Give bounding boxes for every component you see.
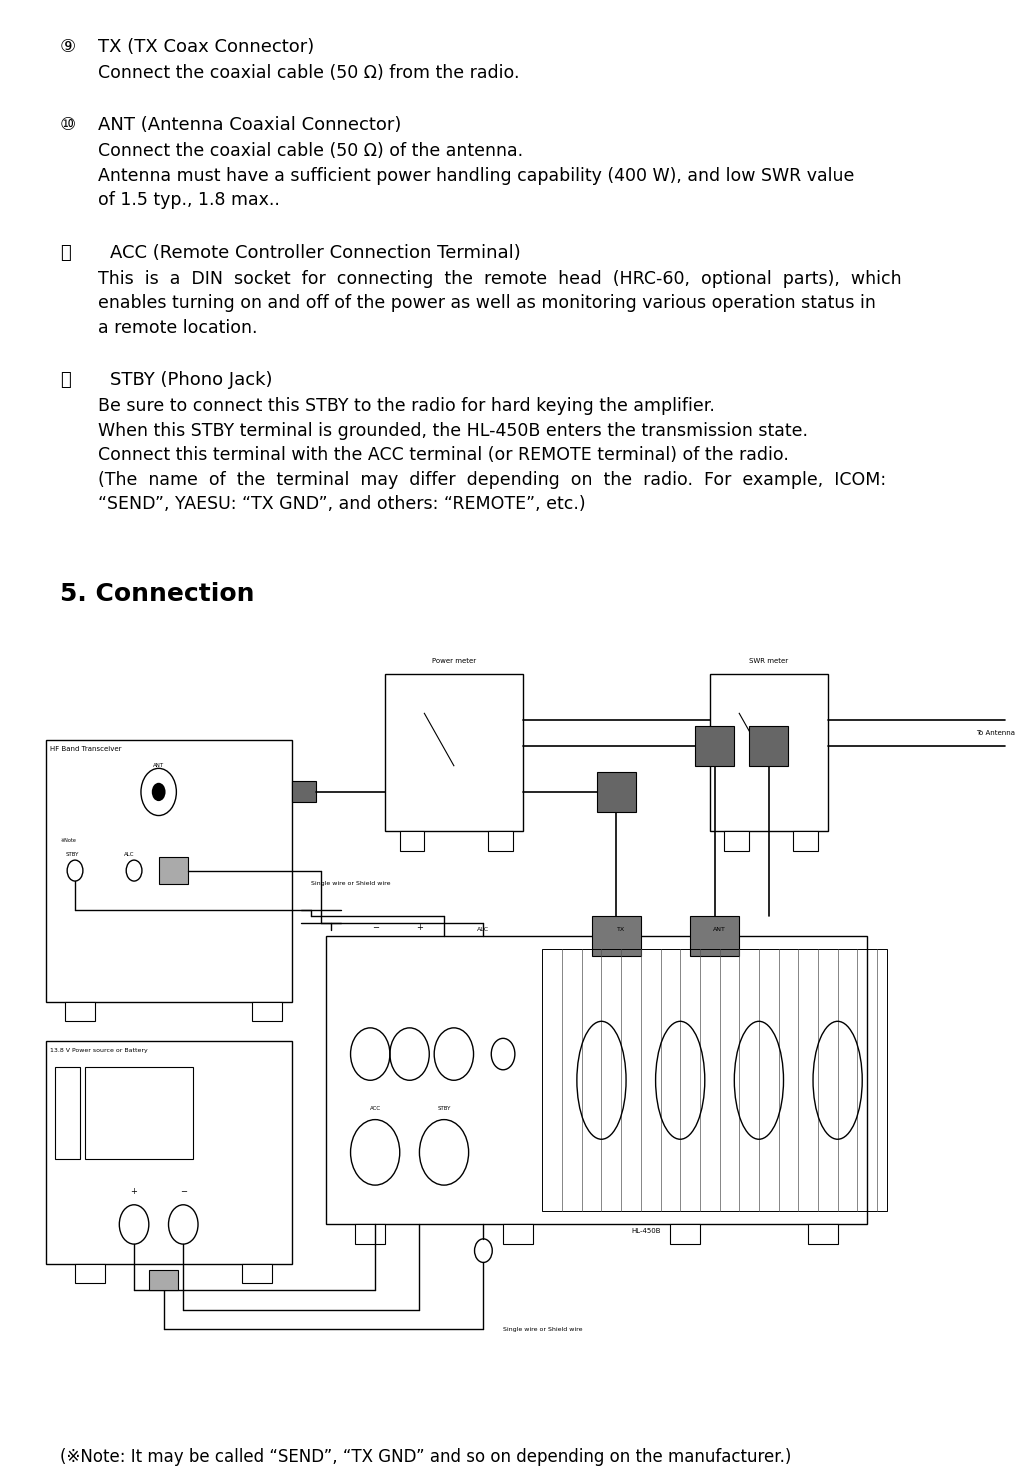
Circle shape — [152, 782, 166, 801]
Text: ACC (Remote Controller Connection Terminal): ACC (Remote Controller Connection Termin… — [110, 244, 521, 263]
Bar — [356, 1225, 385, 1244]
Text: TX (TX Coax Connector): TX (TX Coax Connector) — [98, 38, 315, 56]
Text: (The  name  of  the  terminal  may  differ  depending  on  the  radio.  For  exa: (The name of the terminal may differ dep… — [98, 471, 887, 489]
Text: Antenna must have a sufficient power handling capability (400 W), and low SWR va: Antenna must have a sufficient power han… — [98, 167, 855, 184]
Text: +: + — [416, 922, 423, 933]
Text: Single wire or Shield wire: Single wire or Shield wire — [503, 1327, 582, 1331]
Text: Connect the coaxial cable (50 Ω) from the radio.: Connect the coaxial cable (50 Ω) from th… — [98, 63, 520, 83]
Bar — [55, 1067, 80, 1159]
Bar — [670, 1225, 700, 1244]
Text: ANT: ANT — [713, 927, 726, 933]
Text: Single wire or Shield wire: Single wire or Shield wire — [312, 881, 391, 886]
Text: SWR meter: SWR meter — [749, 657, 788, 664]
Text: STBY: STBY — [438, 1107, 451, 1111]
Bar — [75, 1263, 105, 1284]
Text: a remote location.: a remote location. — [98, 319, 257, 337]
Bar — [725, 831, 749, 852]
Bar — [85, 1067, 193, 1159]
Text: HL-450B: HL-450B — [631, 1228, 660, 1234]
Text: Be sure to connect this STBY to the radio for hard keying the amplifier.: Be sure to connect this STBY to the radi… — [98, 397, 714, 416]
Text: −: − — [179, 1187, 187, 1196]
Bar — [291, 781, 316, 803]
Bar — [597, 772, 636, 812]
Text: Connect this terminal with the ACC terminal (or REMOTE terminal) of the radio.: Connect this terminal with the ACC termi… — [98, 447, 789, 465]
Text: of 1.5 typ., 1.8 max..: of 1.5 typ., 1.8 max.. — [98, 192, 280, 210]
Bar — [542, 949, 887, 1212]
Bar — [591, 917, 641, 956]
Text: ⑪: ⑪ — [60, 244, 71, 263]
Bar — [503, 1225, 533, 1244]
Text: +: + — [130, 1187, 137, 1196]
Text: ANT (Antenna Coaxial Connector): ANT (Antenna Coaxial Connector) — [98, 117, 402, 134]
Bar — [749, 726, 788, 766]
Text: (※Note: It may be called “SEND”, “TX GND” and so on depending on the manufacture: (※Note: It may be called “SEND”, “TX GND… — [60, 1448, 791, 1466]
Text: TX: TX — [617, 927, 625, 933]
Text: 5. Connection: 5. Connection — [60, 582, 254, 605]
Text: Power meter: Power meter — [432, 657, 476, 664]
Text: −: − — [372, 922, 378, 933]
Bar — [252, 1002, 282, 1021]
Text: ANT: ANT — [153, 763, 164, 768]
Text: 13.8 V Power source or Battery: 13.8 V Power source or Battery — [50, 1048, 149, 1052]
Text: To Antenna: To Antenna — [976, 731, 1015, 737]
Text: ALC: ALC — [124, 853, 134, 858]
Text: This  is  a  DIN  socket  for  connecting  the  remote  head  (HRC-60,  optional: This is a DIN socket for connecting the … — [98, 270, 902, 288]
Text: ACC: ACC — [370, 1107, 380, 1111]
Text: ⑨: ⑨ — [60, 38, 76, 56]
Bar — [45, 1041, 291, 1263]
Bar — [66, 1002, 94, 1021]
Bar — [385, 675, 523, 831]
Text: HF Band Transceiver: HF Band Transceiver — [50, 745, 122, 753]
Text: “SEND”, YAESU: “TX GND”, and others: “REMOTE”, etc.): “SEND”, YAESU: “TX GND”, and others: “RE… — [98, 496, 585, 514]
Text: Connect the coaxial cable (50 Ω) of the antenna.: Connect the coaxial cable (50 Ω) of the … — [98, 143, 523, 161]
Bar — [690, 917, 739, 956]
Text: STBY: STBY — [66, 853, 79, 858]
Bar — [709, 675, 828, 831]
Bar — [793, 831, 818, 852]
Text: ※Note: ※Note — [60, 838, 76, 843]
Text: ⑫: ⑫ — [60, 372, 71, 390]
Bar — [695, 726, 734, 766]
Text: ALC: ALC — [478, 927, 490, 933]
Bar — [45, 739, 291, 1002]
Text: When this STBY terminal is grounded, the HL-450B enters the transmission state.: When this STBY terminal is grounded, the… — [98, 422, 808, 440]
Text: ⑩: ⑩ — [60, 117, 76, 134]
Bar — [159, 858, 189, 884]
Bar — [149, 1271, 178, 1290]
Text: STBY (Phono Jack): STBY (Phono Jack) — [110, 372, 273, 390]
Bar — [488, 831, 512, 852]
Bar — [242, 1263, 272, 1284]
Bar — [400, 831, 424, 852]
Text: enables turning on and off of the power as well as monitoring various operation : enables turning on and off of the power … — [98, 295, 876, 313]
Bar — [808, 1225, 837, 1244]
Bar — [326, 936, 867, 1225]
